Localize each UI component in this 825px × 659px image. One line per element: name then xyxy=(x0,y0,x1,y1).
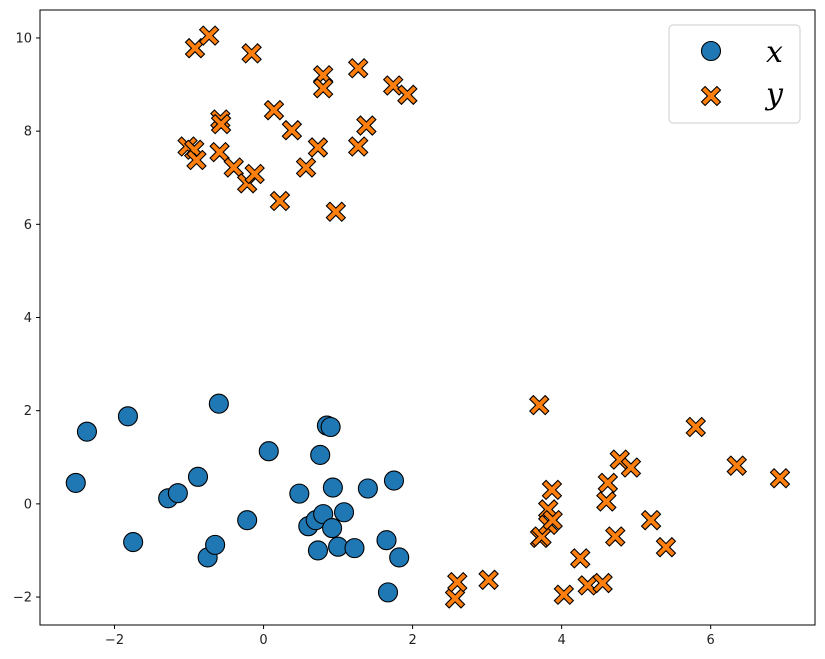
data-point-y xyxy=(592,572,613,594)
data-point-y xyxy=(184,37,206,59)
x-tick-label: 6 xyxy=(707,633,715,648)
legend-label-x: x xyxy=(766,35,783,70)
y-tick-label: 8 xyxy=(24,125,32,140)
data-point-x xyxy=(76,421,97,442)
data-point-y xyxy=(356,115,377,136)
data-point-x xyxy=(289,483,310,504)
data-point-y xyxy=(263,99,285,121)
y-tick-label: 2 xyxy=(24,404,32,419)
data-point-x xyxy=(344,538,365,559)
data-point-y xyxy=(605,526,626,547)
data-point-x xyxy=(376,530,397,551)
data-point-y xyxy=(620,457,642,478)
data-point-y xyxy=(210,113,232,135)
data-point-x xyxy=(205,534,226,555)
y-tick-label: 10 xyxy=(15,31,32,46)
data-point-y xyxy=(769,467,791,489)
data-point-y xyxy=(295,157,317,178)
data-point-y xyxy=(596,491,617,512)
data-point-x xyxy=(357,478,378,499)
x-tick-label: −2 xyxy=(105,633,124,648)
series-y xyxy=(177,25,791,609)
data-point-y xyxy=(685,416,707,438)
data-point-y xyxy=(347,57,369,79)
data-point-x xyxy=(389,547,410,568)
legend: x y xyxy=(668,24,801,124)
data-point-y xyxy=(397,84,418,106)
data-point-x xyxy=(187,466,209,487)
data-point-y xyxy=(244,163,265,185)
data-point-x xyxy=(237,510,258,531)
x-tick-label: 0 xyxy=(259,633,267,648)
data-point-y xyxy=(347,136,369,157)
y-tick-label: −2 xyxy=(13,591,32,606)
data-point-x xyxy=(383,470,405,491)
y-tick-label: 0 xyxy=(24,497,32,512)
data-point-y xyxy=(307,137,329,158)
data-point-x xyxy=(333,502,355,523)
legend-circle-icon xyxy=(700,40,722,62)
data-point-x xyxy=(258,441,279,462)
data-point-x xyxy=(377,582,399,603)
x-tick-label: 2 xyxy=(408,633,416,648)
x-tick-label: 4 xyxy=(557,633,565,648)
data-point-x xyxy=(310,444,331,465)
series-x xyxy=(65,393,410,603)
data-point-y xyxy=(541,479,563,501)
data-point-y xyxy=(640,509,662,531)
data-point-x xyxy=(65,472,86,493)
data-point-x xyxy=(322,518,343,539)
data-point-x xyxy=(208,393,229,414)
data-point-y xyxy=(325,201,347,223)
data-point-y xyxy=(447,571,468,593)
data-point-x xyxy=(123,532,144,553)
data-point-y xyxy=(241,43,262,64)
data-point-y xyxy=(597,472,619,494)
data-point-y xyxy=(726,455,748,476)
data-point-y xyxy=(312,77,334,99)
data-point-y xyxy=(569,548,591,569)
data-point-y xyxy=(478,569,499,591)
y-tick-label: 4 xyxy=(24,311,32,326)
legend-label-y: y xyxy=(764,77,784,112)
legend-cross-icon xyxy=(700,85,722,107)
data-point-y xyxy=(382,75,404,96)
plot-frame xyxy=(39,9,816,626)
data-point-y xyxy=(281,119,303,141)
y-tick-label: 6 xyxy=(24,218,32,233)
legend-marker-y xyxy=(700,85,722,107)
data-point-x xyxy=(307,540,329,561)
data-point-x xyxy=(320,416,341,438)
data-point-y xyxy=(529,394,550,416)
data-point-x xyxy=(167,483,188,504)
data-point-x xyxy=(117,406,138,427)
legend-marker-x xyxy=(700,40,722,62)
data-point-y xyxy=(542,509,563,531)
data-point-y xyxy=(269,190,291,212)
axis-ticks: −2 0 2 4 6 −2 0 2 4 6 8 10 xyxy=(13,31,715,648)
data-point-x xyxy=(322,477,343,498)
data-point-y xyxy=(655,536,677,558)
data-point-y xyxy=(553,584,575,605)
data-point-y xyxy=(198,25,220,46)
data-point-y xyxy=(186,149,207,171)
